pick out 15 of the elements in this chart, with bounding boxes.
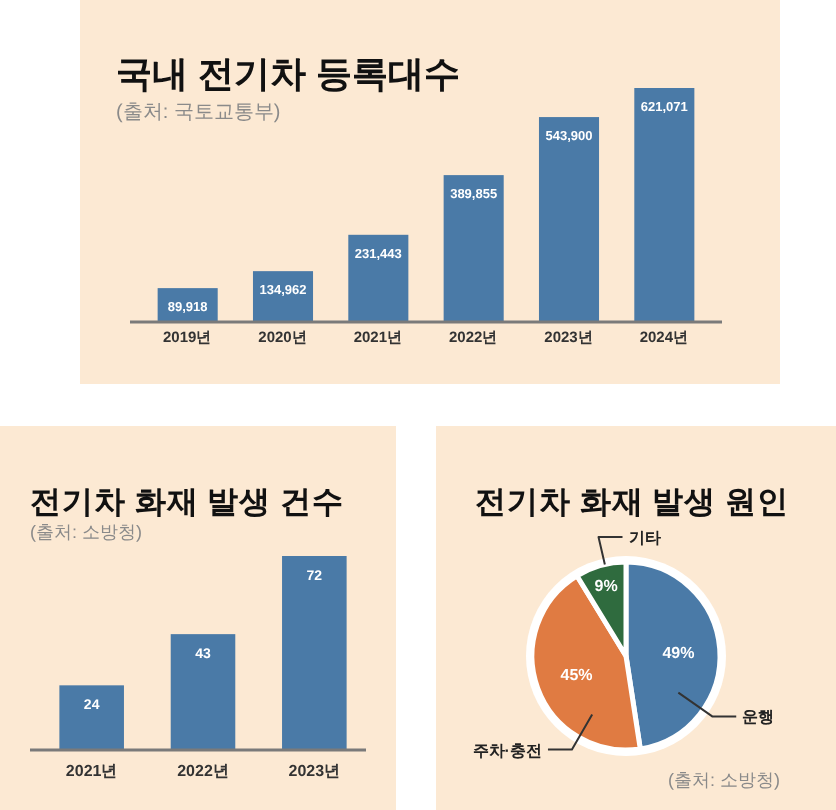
category-label: 기타 (628, 528, 661, 547)
data-label: 45% (560, 666, 593, 685)
title: 전기차 화재 발생 건수 (30, 486, 344, 520)
x-tick-label: 2023년 (288, 762, 341, 780)
x-tick-label: 2021년 (65, 762, 118, 780)
title: 국내 전기차 등록대수 (116, 54, 461, 94)
subtitle: (출처: 국토교통부) (116, 102, 281, 124)
category-label: 운행 (742, 708, 775, 727)
category-label: 주차·충전 (472, 741, 542, 760)
x-tick-label: 2022년 (177, 762, 229, 780)
title: 전기차 화재 발생 원인 (475, 486, 789, 520)
data-label: 49% (662, 644, 695, 662)
annotation: (출처: 소방청) (668, 770, 780, 790)
subtitle: (출처: 소방청) (30, 522, 142, 542)
data-label: 9% (594, 577, 618, 596)
